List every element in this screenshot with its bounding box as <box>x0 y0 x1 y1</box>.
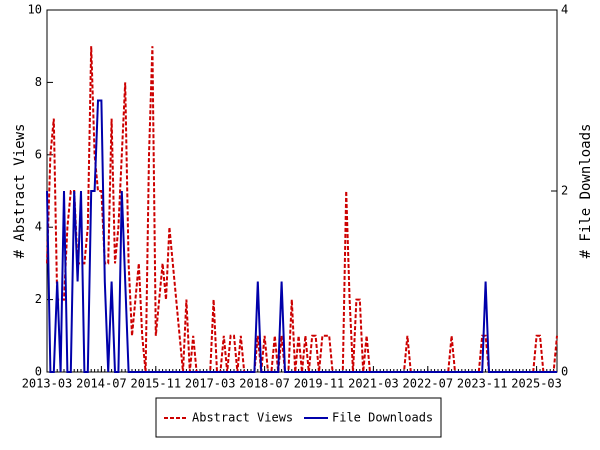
x-tick-label: 2015-11 <box>131 377 182 391</box>
x-tick-label: 2022-07 <box>403 377 454 391</box>
x-tick-label: 2017-03 <box>185 377 236 391</box>
y2-tick-label: 4 <box>561 3 568 17</box>
x-tick-label: 2013-03 <box>22 377 73 391</box>
y2-axis-title: # File Downloads <box>578 124 594 259</box>
y-tick-label: 2 <box>35 292 42 306</box>
y2-tick-label: 0 <box>561 365 568 379</box>
y-tick-label: 6 <box>35 147 42 161</box>
y2-tick-label: 2 <box>561 184 568 198</box>
y-tick-label: 4 <box>35 220 42 234</box>
x-tick-label: 2019-11 <box>294 377 345 391</box>
x-tick-label: 2023-11 <box>457 377 508 391</box>
y-tick-label: 0 <box>35 365 42 379</box>
x-tick-label: 2018-07 <box>239 377 290 391</box>
x-tick-label: 2025-03 <box>511 377 562 391</box>
y-tick-label: 10 <box>28 3 42 17</box>
plot-frame <box>46 9 558 373</box>
series-line <box>46 99 557 373</box>
y-tick-label: 8 <box>35 75 42 89</box>
legend-label: File Downloads <box>332 411 433 425</box>
legend-label: Abstract Views <box>192 411 293 425</box>
x-tick-label: 2014-07 <box>76 377 127 391</box>
y-axis-title: # Abstract Views <box>12 124 28 259</box>
legend <box>155 397 442 438</box>
x-tick-label: 2021-03 <box>348 377 399 391</box>
series-line <box>46 46 558 373</box>
